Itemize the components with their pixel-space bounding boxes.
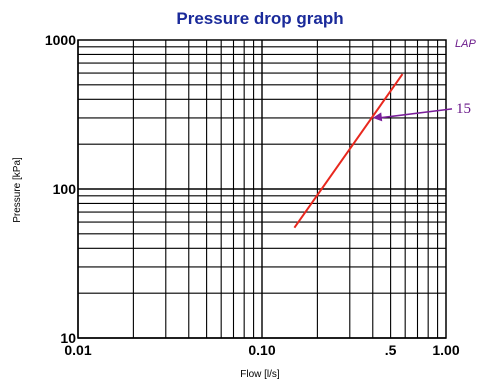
annotation-arrow-line	[378, 108, 453, 119]
x-tick-label: 0.01	[64, 342, 91, 358]
chart-title: Pressure drop graph	[176, 9, 343, 28]
annotation-layer: 15	[372, 101, 471, 122]
annotation-arrowhead	[372, 112, 383, 122]
series-line	[293, 73, 404, 229]
x-tick-label: 1.00	[432, 342, 459, 358]
y-tick-labels: 10 100 1000	[45, 32, 76, 346]
x-tick-labels: 0.01 0.10 .5 1.00	[64, 342, 459, 358]
x-tick-label: 0.10	[248, 342, 275, 358]
legend-label-lap: LAP	[455, 38, 476, 50]
plot-frame	[77, 39, 447, 339]
x-tick-label: .5	[385, 342, 397, 358]
y-tick-label: 10	[60, 330, 76, 346]
y-tick-label: 100	[53, 181, 77, 197]
y-axis-label: Pressure [kPa]	[12, 157, 23, 223]
y-tick-label: 1000	[45, 32, 76, 48]
series-layer	[293, 73, 404, 229]
x-axis-label: Flow [l/s]	[240, 369, 280, 380]
annotation-label: 15	[456, 101, 471, 117]
